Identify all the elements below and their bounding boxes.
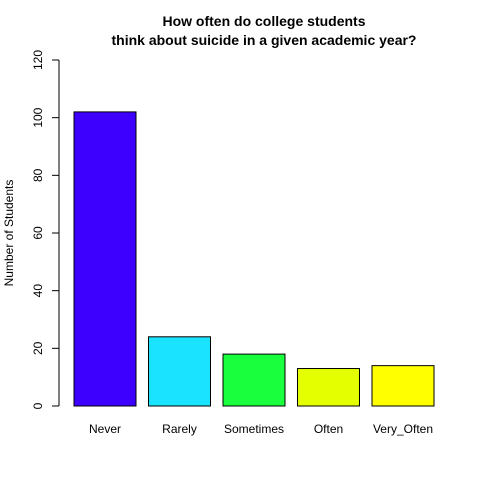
bar-often — [297, 368, 360, 407]
bar-rarely — [148, 336, 211, 407]
y-tick-label: 100 — [31, 107, 45, 127]
bar-very-often — [371, 365, 435, 407]
chart-title-line-1: How often do college students — [162, 13, 365, 29]
y-tick-label: 120 — [31, 50, 45, 70]
y-tick-label: 60 — [31, 226, 45, 240]
x-tick-label: Never — [89, 422, 121, 436]
x-tick-label: Sometimes — [224, 422, 284, 436]
x-tick-label: Rarely — [162, 422, 197, 436]
x-tick-labels: Never Rarely Sometimes Often Very_Often — [89, 422, 433, 436]
y-axis-label: Number of Students — [2, 180, 16, 287]
y-tick-label: 80 — [31, 168, 45, 182]
bar-never — [73, 111, 137, 407]
bar-sometimes — [222, 353, 286, 407]
y-tick-label: 0 — [31, 402, 45, 409]
y-tick-label: 40 — [31, 284, 45, 298]
bars-group — [73, 111, 435, 407]
x-tick-label: Very_Often — [373, 422, 433, 436]
chart-title-line-2: think about suicide in a given academic … — [112, 32, 417, 48]
x-tick-label: Often — [314, 422, 343, 436]
y-axis: 0 20 40 60 80 100 120 — [31, 50, 60, 409]
y-tick-label: 20 — [31, 341, 45, 355]
